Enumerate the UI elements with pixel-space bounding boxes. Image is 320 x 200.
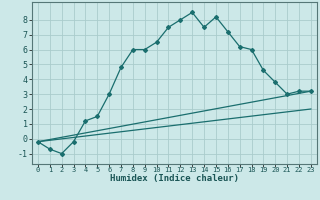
X-axis label: Humidex (Indice chaleur): Humidex (Indice chaleur) [110,174,239,183]
